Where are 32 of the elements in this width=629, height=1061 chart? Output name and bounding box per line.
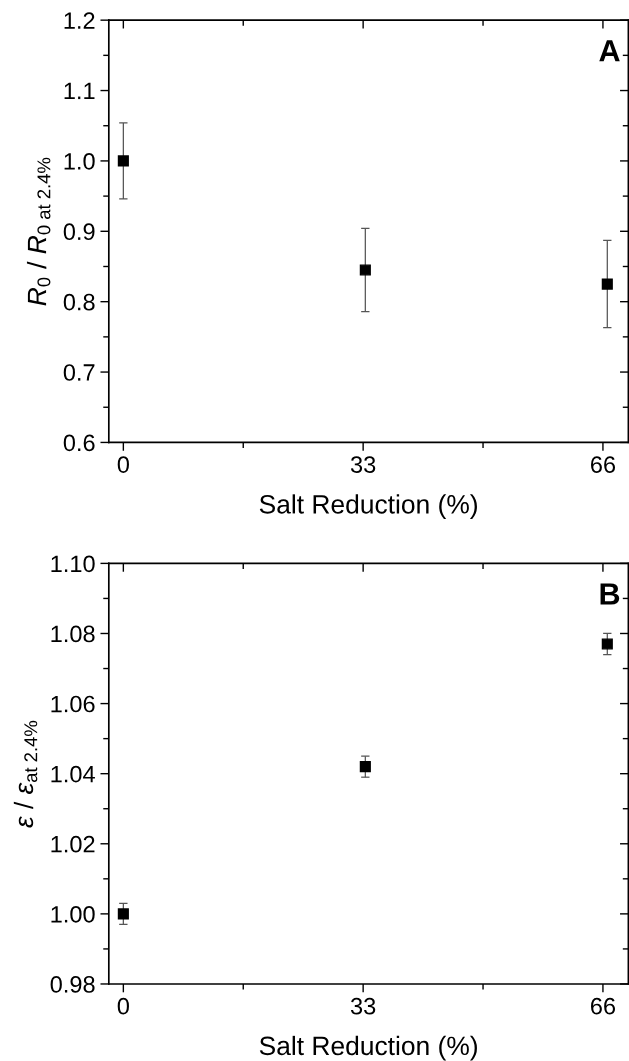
y-tick-label: 1.1: [64, 82, 95, 100]
y-tick-label: 0.6: [63, 434, 95, 452]
y-tick-label: 1.0: [64, 152, 95, 170]
annotation: A: [599, 40, 620, 62]
y-tick-label: 0.98: [50, 976, 95, 993]
y-tick-label: 0.7: [63, 364, 95, 381]
y-tick-label: 1.04: [51, 765, 95, 783]
y-tick-label: 1.08: [51, 625, 95, 643]
x-tick-label: 66: [591, 997, 616, 1015]
x-tick-label: 0: [117, 997, 129, 1015]
point: [117, 908, 129, 920]
x-axis-title: Salt Reduction (%): [259, 494, 477, 519]
y-axis-title: R$_{0}$ / R$_{0 at 2.4%}$: [26, 157, 51, 306]
y-tick-label: 0.8: [63, 293, 95, 311]
y-tick-label: 1.2: [64, 12, 95, 29]
y-tick-label: 1.00: [51, 905, 95, 923]
point: [601, 638, 613, 650]
x-tick-label: 0: [117, 456, 129, 473]
y-axis-title: ε / ε$_{at 2.4%}$: [13, 720, 38, 828]
x-tick-label: 33: [350, 456, 376, 473]
y-tick-label: 1.02: [51, 835, 95, 853]
x-axis-title: Salt Reduction (%): [259, 1035, 477, 1061]
y-tick-label: 1.10: [51, 555, 95, 573]
x-tick-label: 33: [350, 997, 376, 1015]
point: [359, 761, 371, 773]
annotation: B: [600, 583, 620, 605]
y-tick-label: 1.06: [51, 695, 95, 713]
point: [359, 264, 371, 276]
x-tick-label: 66: [591, 456, 616, 473]
point: [117, 155, 129, 167]
y-tick-label: 0.9: [63, 223, 95, 241]
point: [601, 278, 613, 290]
